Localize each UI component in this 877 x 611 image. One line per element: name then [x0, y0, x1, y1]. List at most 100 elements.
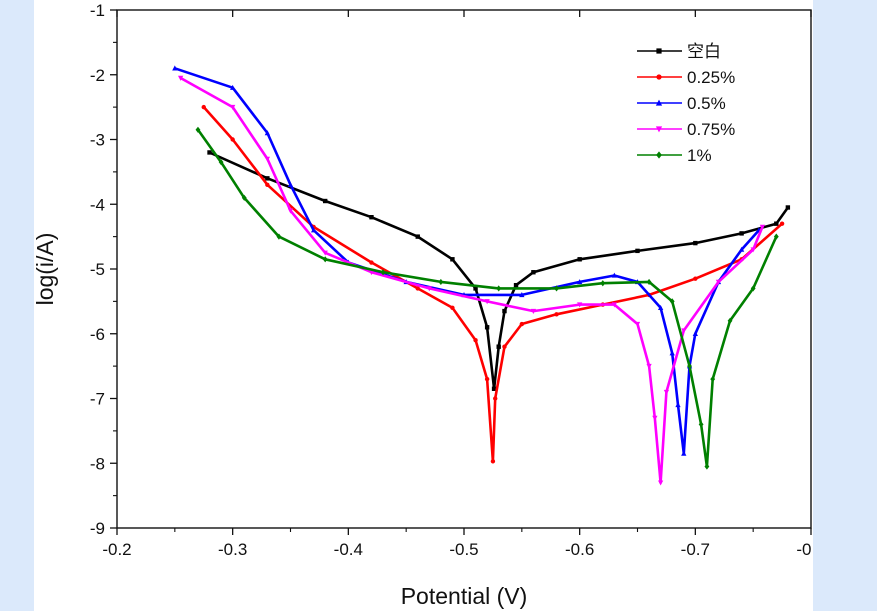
data-point — [693, 240, 698, 246]
data-point — [265, 182, 270, 188]
series-3 — [172, 65, 762, 456]
data-point — [774, 221, 779, 226]
data-point — [264, 156, 271, 162]
data-point — [738, 246, 745, 252]
data-point — [669, 350, 675, 356]
data-point — [473, 286, 478, 291]
y-tick-labels: -9 -8 -7 -6 -5 -4 -3 -2 -1 — [90, 1, 105, 538]
legend-label: 0.75% — [687, 120, 735, 139]
legend: 空白 0.25% 0.5% 0.75% 1% — [637, 42, 735, 165]
y-tick-label: -8 — [90, 454, 105, 473]
data-point — [218, 159, 224, 166]
legend-entry: 0.25% — [637, 68, 735, 87]
data-point — [264, 130, 271, 136]
data-point — [727, 317, 733, 324]
legend-entry: 0.75% — [637, 120, 735, 139]
data-point — [310, 227, 317, 233]
data-point — [698, 421, 704, 428]
data-point — [426, 286, 432, 292]
data-point — [496, 285, 502, 292]
data-point — [715, 279, 722, 285]
legend-label: 空白 — [687, 42, 721, 61]
y-axis-title: log(i/A) — [34, 233, 58, 306]
x-tick-label: -0.8 — [796, 540, 813, 559]
legend-label: 0.5% — [687, 94, 726, 113]
data-point — [496, 344, 501, 349]
data-point — [287, 208, 294, 214]
data-point — [265, 176, 270, 181]
data-point — [773, 233, 779, 240]
data-point — [646, 278, 652, 286]
data-point — [693, 276, 698, 281]
data-point — [759, 224, 766, 230]
data-point — [484, 299, 490, 305]
data-point — [177, 75, 184, 81]
x-tick-label: -0.2 — [102, 540, 131, 559]
data-point — [750, 247, 756, 253]
data-point — [230, 84, 236, 90]
series-1 — [207, 150, 791, 391]
data-point — [600, 280, 606, 287]
data-point — [687, 363, 692, 370]
x-tick-label: -0.6 — [565, 540, 594, 559]
chart-svg: -0.2-0.3-0.4-0.5-0.6-0.7-0.8 -9-8-7-6-5-… — [34, 1, 813, 609]
legend-entry: 空白 — [637, 42, 721, 61]
x-axis-title: Potential (V) — [401, 583, 528, 609]
data-point — [322, 256, 328, 263]
series-4 — [177, 75, 766, 486]
legend-entry: 1% — [637, 146, 712, 165]
data-point — [207, 150, 212, 155]
series-line — [179, 76, 764, 485]
y-tick-label: -4 — [90, 195, 105, 214]
data-point — [369, 215, 374, 220]
data-point — [287, 181, 294, 188]
data-point — [681, 328, 687, 334]
data-point — [241, 194, 247, 201]
series-layer — [172, 65, 791, 486]
data-point — [415, 234, 420, 239]
data-point — [450, 257, 455, 262]
legend-marker — [656, 48, 662, 54]
data-point — [675, 402, 681, 408]
legend-label: 1% — [687, 146, 712, 165]
data-point — [276, 233, 282, 240]
data-point — [704, 463, 710, 470]
data-point — [172, 65, 178, 71]
y-tick-label: -7 — [90, 390, 105, 409]
data-point — [531, 270, 536, 275]
data-point — [530, 308, 537, 314]
data-point — [611, 302, 618, 308]
x-tick-label: -0.5 — [449, 540, 478, 559]
data-point — [657, 304, 664, 311]
data-point — [779, 221, 785, 226]
plot-area — [116, 9, 812, 529]
data-point — [519, 292, 525, 298]
legend-marker — [655, 99, 663, 106]
data-point — [669, 298, 675, 305]
chart-frame: -0.2-0.3-0.4-0.5-0.6-0.7-0.8 -9-8-7-6-5-… — [34, 0, 813, 611]
data-point — [692, 330, 698, 336]
y-tick-label: -1 — [90, 1, 105, 20]
y-tick-label: -9 — [90, 519, 105, 538]
data-point — [380, 269, 386, 276]
legend-marker — [655, 126, 663, 133]
data-point — [484, 325, 490, 330]
data-point — [322, 250, 328, 256]
data-point — [502, 308, 507, 314]
series-line — [208, 151, 789, 391]
x-tick-labels: -0.2 -0.3 -0.4 -0.5 -0.6 -0.7 -0.8 — [102, 540, 813, 559]
data-point — [230, 137, 235, 142]
data-point — [513, 282, 519, 288]
data-point — [438, 278, 444, 286]
y-tick-label: -6 — [90, 325, 105, 344]
data-point — [502, 344, 507, 349]
x-tick-label: -0.3 — [218, 540, 247, 559]
legend-label: 0.25% — [687, 68, 735, 87]
data-point — [491, 386, 497, 391]
data-point — [554, 312, 559, 317]
data-point — [368, 270, 375, 276]
data-point — [710, 375, 716, 383]
data-point — [785, 205, 791, 210]
data-point — [473, 338, 478, 343]
data-point — [611, 272, 618, 278]
